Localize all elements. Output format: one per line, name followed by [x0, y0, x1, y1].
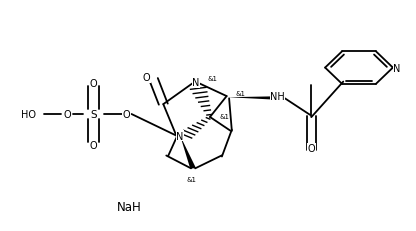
Text: O: O: [63, 109, 71, 119]
Text: N: N: [393, 63, 401, 73]
Text: O: O: [143, 73, 150, 83]
Text: N: N: [192, 78, 200, 88]
Text: &1: &1: [235, 90, 245, 96]
Text: O: O: [90, 78, 98, 88]
Text: HO: HO: [21, 109, 36, 119]
Text: S: S: [90, 109, 97, 119]
Text: N: N: [176, 131, 184, 141]
Text: NH: NH: [270, 92, 285, 102]
Text: O: O: [90, 141, 98, 151]
Text: O: O: [123, 109, 130, 119]
Text: &1: &1: [186, 176, 196, 182]
Text: O: O: [307, 144, 315, 154]
Text: &1: &1: [219, 113, 229, 119]
Polygon shape: [180, 136, 196, 169]
Text: NaH: NaH: [117, 200, 142, 213]
Text: &1: &1: [208, 75, 218, 81]
Polygon shape: [228, 97, 270, 100]
